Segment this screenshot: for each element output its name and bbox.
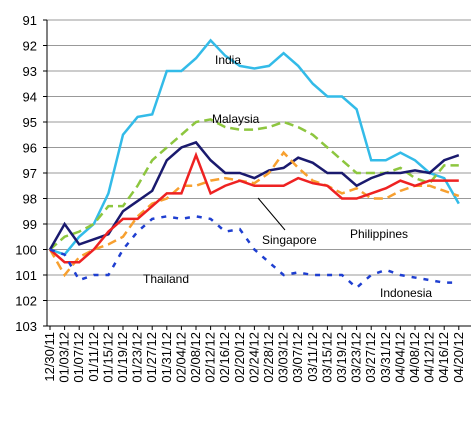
series-label: Singapore (262, 233, 317, 247)
x-tick-label: 02/04/12 (173, 332, 188, 383)
y-tick-label: 96 (23, 141, 37, 156)
series-label: Thailand (143, 272, 189, 286)
x-tick-label: 02/16/12 (217, 332, 232, 383)
x-tick-label: 01/15/12 (100, 332, 115, 383)
x-tick-label: 03/23/12 (349, 332, 364, 383)
x-tick-label: 02/24/12 (246, 332, 261, 383)
leader-line (257, 197, 286, 231)
x-tick-label: 01/03/12 (57, 332, 72, 383)
series-line (48, 140, 460, 251)
series-label: India (215, 53, 241, 67)
y-tick-label: 100 (15, 243, 37, 258)
y-tick-label: 93 (23, 64, 37, 79)
series-line (49, 151, 459, 264)
y-tick-label: 103 (15, 319, 37, 334)
y-tick-label: 98 (23, 192, 37, 207)
series-line (49, 38, 460, 257)
x-tick-label: 01/07/12 (71, 332, 86, 383)
x-tick-label: 01/19/12 (115, 332, 130, 383)
x-tick-label: 01/23/12 (130, 332, 145, 383)
series-line (48, 150, 460, 278)
x-tick-label: 04/12/12 (422, 332, 437, 383)
y-tick-label: 101 (15, 268, 37, 283)
x-tick-label: 02/28/12 (261, 332, 276, 383)
x-tick-label: 04/08/12 (407, 332, 422, 383)
y-tick-label: 94 (23, 90, 37, 105)
y-tick-label: 91 (23, 13, 37, 28)
x-tick-label: 04/04/12 (392, 332, 407, 383)
x-tick-label: 01/31/12 (159, 332, 174, 383)
y-tick-label: 102 (15, 294, 37, 309)
y-tick-label: 99 (23, 217, 37, 232)
x-tick-label: 03/27/12 (363, 332, 378, 383)
x-tick-label: 03/31/12 (378, 332, 393, 383)
series-label: Malaysia (212, 112, 260, 126)
series-line (49, 215, 459, 290)
x-tick-label: 03/03/12 (276, 332, 291, 383)
y-tick-label: 92 (23, 39, 37, 54)
x-tick-label: 02/08/12 (188, 332, 203, 383)
x-tick-label: 04/16/12 (436, 332, 451, 383)
x-tick-label: 02/20/12 (232, 332, 247, 383)
x-tick-label: 03/15/12 (319, 332, 334, 383)
x-tick-label: 04/20/12 (451, 332, 466, 383)
x-tick-label: 12/30/11 (42, 332, 57, 382)
series-label: Philippines (350, 227, 408, 241)
x-tick-label: 01/11/12 (86, 332, 101, 382)
x-tick-label: 03/19/12 (334, 332, 349, 383)
y-tick-label: 97 (23, 166, 37, 181)
x-tick-label: 03/07/12 (290, 332, 305, 383)
series-line (49, 118, 459, 251)
x-tick-label: 01/27/12 (144, 332, 159, 383)
x-tick-label: 02/12/12 (203, 332, 218, 383)
series-label: Indonesia (380, 286, 432, 300)
x-tick-label: 03/11/12 (305, 332, 320, 382)
y-tick-label: 95 (23, 115, 37, 130)
